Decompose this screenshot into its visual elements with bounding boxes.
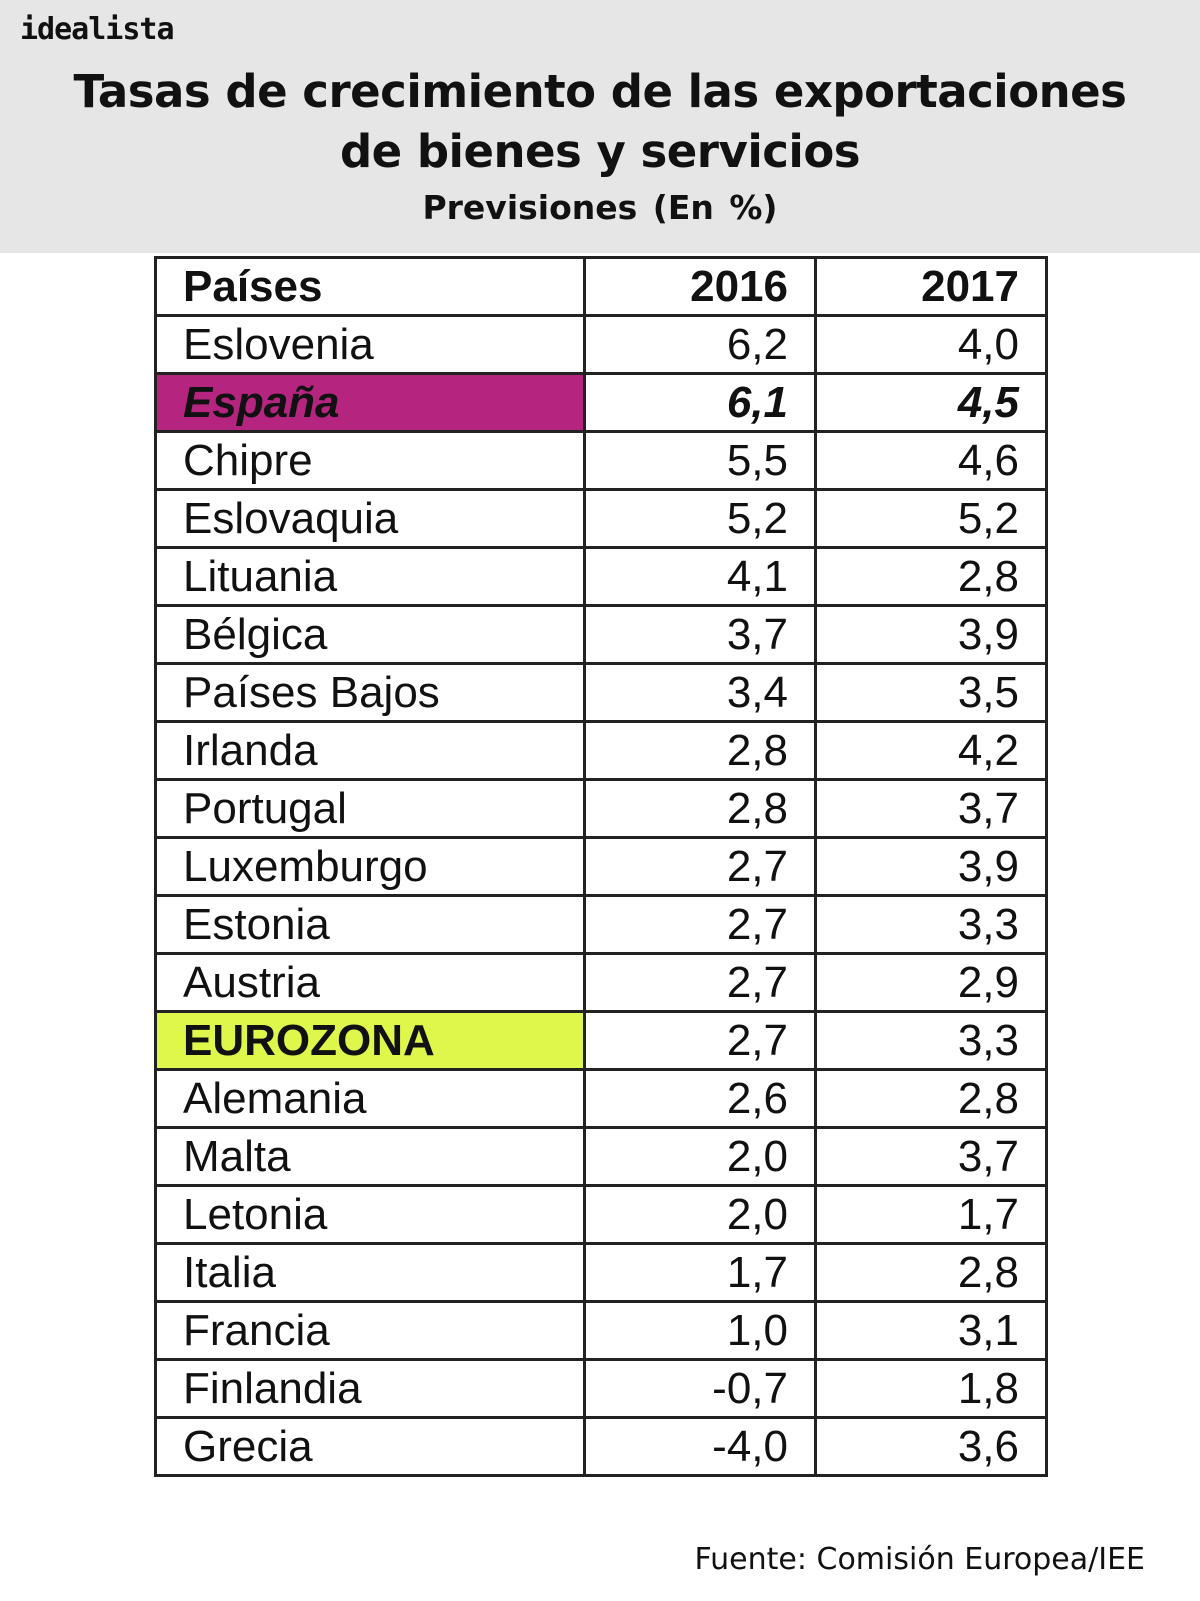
table-row: Grecia -4,0 3,6 <box>154 1416 1048 1477</box>
country-cell: EUROZONA <box>154 1010 586 1071</box>
table-row: España 6,1 4,5 <box>154 372 1048 433</box>
value-2017-cell: 2,8 <box>814 546 1048 607</box>
value-2016-cell: 3,4 <box>583 662 817 723</box>
value-2016-cell: 2,0 <box>583 1126 817 1187</box>
country-cell: Bélgica <box>154 604 586 665</box>
country-cell: Austria <box>154 952 586 1013</box>
value-2016-cell: 2,7 <box>583 1010 817 1071</box>
country-cell: Grecia <box>154 1416 586 1477</box>
table-row: Portugal 2,8 3,7 <box>154 778 1048 839</box>
value-2017-cell: 3,3 <box>814 894 1048 955</box>
column-header-2016: 2016 <box>583 256 817 317</box>
value-2016-cell: 4,1 <box>583 546 817 607</box>
table-row: Italia 1,7 2,8 <box>154 1242 1048 1303</box>
column-header-2017: 2017 <box>814 256 1048 317</box>
value-2016-cell: -4,0 <box>583 1416 817 1477</box>
value-2017-cell: 2,8 <box>814 1068 1048 1129</box>
value-2017-cell: 3,5 <box>814 662 1048 723</box>
value-2016-cell: 2,7 <box>583 836 817 897</box>
table-row: Finlandia -0,7 1,8 <box>154 1358 1048 1419</box>
country-cell: Malta <box>154 1126 586 1187</box>
value-2017-cell: 2,8 <box>814 1242 1048 1303</box>
chart-subtitle: Previsiones (En %) <box>422 188 778 227</box>
country-cell: Irlanda <box>154 720 586 781</box>
table-row: Francia 1,0 3,1 <box>154 1300 1048 1361</box>
value-2016-cell: 2,8 <box>583 778 817 839</box>
value-2017-cell: 2,9 <box>814 952 1048 1013</box>
table-row: Eslovaquia 5,2 5,2 <box>154 488 1048 549</box>
country-cell: Luxemburgo <box>154 836 586 897</box>
table-row: Austria 2,7 2,9 <box>154 952 1048 1013</box>
table-row: Lituania 4,1 2,8 <box>154 546 1048 607</box>
value-2017-cell: 1,8 <box>814 1358 1048 1419</box>
country-cell: Estonia <box>154 894 586 955</box>
value-2016-cell: 6,1 <box>583 372 817 433</box>
value-2017-cell: 3,6 <box>814 1416 1048 1477</box>
country-cell: Portugal <box>154 778 586 839</box>
value-2016-cell: 1,7 <box>583 1242 817 1303</box>
value-2017-cell: 5,2 <box>814 488 1048 549</box>
table-row: Países Bajos 3,4 3,5 <box>154 662 1048 723</box>
country-cell: Alemania <box>154 1068 586 1129</box>
country-cell: Francia <box>154 1300 586 1361</box>
country-cell: Italia <box>154 1242 586 1303</box>
value-2017-cell: 3,7 <box>814 1126 1048 1187</box>
chart-title: Tasas de crecimiento de las exportacione… <box>0 62 1200 182</box>
title-line-2: de bienes y servicios <box>339 125 861 178</box>
value-2017-cell: 1,7 <box>814 1184 1048 1245</box>
title-line-1: Tasas de crecimiento de las exportacione… <box>73 65 1127 118</box>
value-2016-cell: -0,7 <box>583 1358 817 1419</box>
table-header-row: Países 2016 2017 <box>154 256 1048 317</box>
value-2017-cell: 4,6 <box>814 430 1048 491</box>
table-row: Irlanda 2,8 4,2 <box>154 720 1048 781</box>
table-row: Bélgica 3,7 3,9 <box>154 604 1048 665</box>
source-note: Fuente: Comisión Europea/IEE <box>694 1542 1145 1577</box>
country-cell: Lituania <box>154 546 586 607</box>
country-cell: Eslovaquia <box>154 488 586 549</box>
table-row: Malta 2,0 3,7 <box>154 1126 1048 1187</box>
value-2017-cell: 3,9 <box>814 836 1048 897</box>
value-2017-cell: 4,0 <box>814 314 1048 375</box>
value-2017-cell: 3,9 <box>814 604 1048 665</box>
table-row: Alemania 2,6 2,8 <box>154 1068 1048 1129</box>
table-row: Estonia 2,7 3,3 <box>154 894 1048 955</box>
value-2017-cell: 4,5 <box>814 372 1048 433</box>
table-row: Letonia 2,0 1,7 <box>154 1184 1048 1245</box>
column-header-country: Países <box>154 256 586 317</box>
header: idealista Tasas de crecimiento de las ex… <box>0 0 1200 253</box>
value-2016-cell: 3,7 <box>583 604 817 665</box>
table-row: Luxemburgo 2,7 3,9 <box>154 836 1048 897</box>
value-2016-cell: 2,7 <box>583 894 817 955</box>
logo: idealista <box>20 12 175 47</box>
value-2016-cell: 5,2 <box>583 488 817 549</box>
value-2016-cell: 6,2 <box>583 314 817 375</box>
value-2016-cell: 2,8 <box>583 720 817 781</box>
country-cell: Eslovenia <box>154 314 586 375</box>
value-2017-cell: 3,7 <box>814 778 1048 839</box>
country-cell: Chipre <box>154 430 586 491</box>
value-2016-cell: 5,5 <box>583 430 817 491</box>
value-2017-cell: 3,3 <box>814 1010 1048 1071</box>
data-table: Países 2016 2017 Eslovenia 6,2 4,0 España 6,… <box>154 256 1048 1477</box>
value-2016-cell: 2,7 <box>583 952 817 1013</box>
table-row: Chipre 5,5 4,6 <box>154 430 1048 491</box>
value-2016-cell: 2,6 <box>583 1068 817 1129</box>
country-cell: Finlandia <box>154 1358 586 1419</box>
value-2016-cell: 2,0 <box>583 1184 817 1245</box>
country-cell: España <box>154 372 586 433</box>
value-2017-cell: 3,1 <box>814 1300 1048 1361</box>
value-2016-cell: 1,0 <box>583 1300 817 1361</box>
country-cell: Letonia <box>154 1184 586 1245</box>
value-2017-cell: 4,2 <box>814 720 1048 781</box>
table-row: EUROZONA 2,7 3,3 <box>154 1010 1048 1071</box>
country-cell: Países Bajos <box>154 662 586 723</box>
table-row: Eslovenia 6,2 4,0 <box>154 314 1048 375</box>
